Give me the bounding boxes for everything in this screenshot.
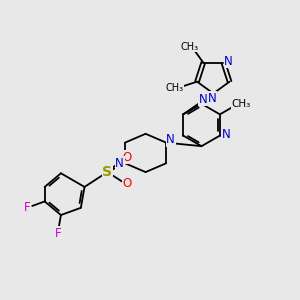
Text: O: O bbox=[122, 177, 132, 190]
Text: N: N bbox=[224, 55, 233, 68]
Text: N: N bbox=[208, 92, 216, 105]
Text: CH₃: CH₃ bbox=[165, 83, 183, 93]
Text: S: S bbox=[102, 165, 112, 179]
Text: F: F bbox=[54, 227, 61, 240]
Text: O: O bbox=[122, 151, 132, 164]
Text: CH₃: CH₃ bbox=[231, 99, 251, 109]
Text: N: N bbox=[221, 128, 230, 141]
Text: N: N bbox=[199, 93, 207, 106]
Text: CH₃: CH₃ bbox=[181, 42, 199, 52]
Text: F: F bbox=[24, 201, 31, 214]
Text: N: N bbox=[166, 133, 175, 146]
Text: N: N bbox=[115, 157, 124, 170]
